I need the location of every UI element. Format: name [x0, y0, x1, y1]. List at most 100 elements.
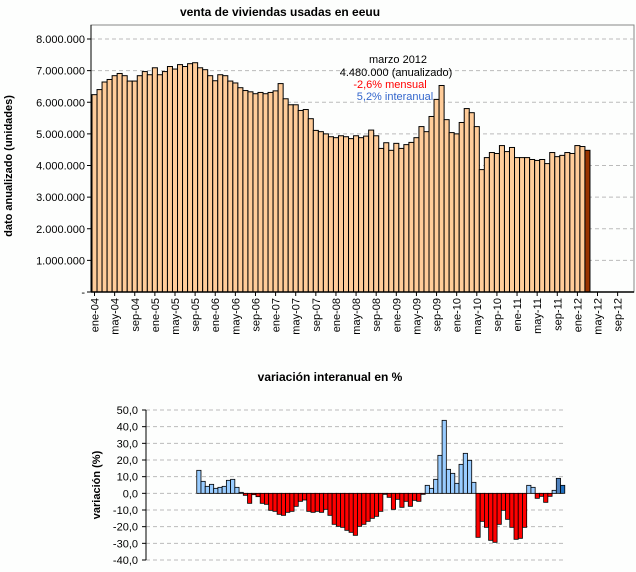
bottom-bar-negative	[475, 492, 481, 538]
top-x-tick-label: sep-09	[432, 298, 444, 332]
top-bar	[393, 142, 400, 293]
top-x-tick-label: sep-05	[190, 298, 202, 332]
top-bar	[383, 142, 390, 293]
annotation-line2: 4.480.000 (anualizado)	[340, 67, 453, 79]
bottom-y-tick-label: 50,0	[117, 405, 138, 417]
bottom-bar-negative	[280, 492, 286, 516]
bottom-bar-negative	[357, 492, 363, 527]
bottom-y-tick-label: 10,0	[117, 472, 138, 484]
bottom-bar-negative	[488, 492, 494, 541]
bottom-bar-negative	[496, 492, 502, 525]
top-bar	[403, 144, 410, 293]
bottom-bar-negative	[386, 492, 392, 498]
bottom-bar-negative	[517, 492, 523, 539]
bottom-bar-negative	[538, 492, 545, 497]
top-bar	[207, 75, 214, 293]
bottom-bar-negative	[547, 492, 553, 497]
top-bar	[262, 93, 269, 293]
top-bar	[413, 137, 420, 293]
bottom-bar-positive	[437, 454, 443, 494]
bottom-bar-negative	[247, 492, 253, 504]
bottom-bar-negative	[268, 492, 274, 511]
top-bar	[332, 137, 339, 293]
bottom-bar-negative	[251, 492, 257, 496]
top-bar	[378, 147, 385, 293]
top-bar	[463, 108, 470, 293]
top-x-tick-label: sep-10	[492, 298, 504, 332]
bottom-bar-negative	[500, 492, 506, 511]
top-bar	[287, 104, 294, 293]
bottom-bar-negative	[302, 492, 308, 501]
top-bar	[282, 98, 289, 293]
top-bar	[96, 89, 103, 293]
top-bar	[242, 90, 249, 293]
bottom-bar-positive	[471, 481, 477, 494]
bottom-bar-positive	[234, 486, 240, 494]
top-x-tick-label: may-09	[411, 298, 423, 335]
bottom-bar-positive	[429, 487, 435, 494]
top-bar	[534, 159, 541, 293]
bottom-gridlines	[146, 409, 565, 561]
top-x-tick-label: ene-11	[512, 298, 524, 331]
bottom-bar-negative	[285, 492, 291, 513]
bottom-bars	[196, 419, 566, 543]
top-x-tick-label: ene-07	[271, 298, 283, 332]
top-bar	[448, 132, 455, 293]
top-bar	[483, 157, 490, 293]
top-bar	[438, 84, 445, 293]
top-chart-title: venta de viviendas usadas en eeuu	[180, 5, 380, 19]
top-bar	[327, 136, 334, 293]
bottom-chart-ylabel: variación (%)	[91, 450, 103, 519]
bottom-bar-negative	[505, 492, 511, 520]
top-bar	[579, 146, 586, 293]
bottom-bar-negative	[382, 492, 388, 495]
top-bar	[187, 63, 194, 293]
top-bar	[478, 169, 485, 293]
top-bar	[91, 94, 98, 293]
bottom-bar-positive	[217, 486, 223, 494]
bottom-bar-negative	[306, 492, 312, 512]
top-bar	[564, 152, 571, 293]
top-x-tick-label: may-11	[532, 298, 544, 334]
bottom-y-tick-label: 20,0	[117, 455, 138, 467]
top-x-tick-label: ene-10	[452, 298, 464, 332]
top-bar	[232, 82, 239, 293]
top-bar	[398, 147, 405, 293]
top-y-tick-label: 2.000.000	[36, 224, 85, 236]
bottom-bar-negative	[314, 492, 320, 512]
bottom-bar-positive	[526, 484, 532, 494]
bottom-bar-negative	[297, 492, 303, 502]
top-x-tick-label: sep-06	[250, 298, 262, 332]
bottom-bar-positive	[467, 459, 473, 494]
top-bar	[343, 136, 350, 293]
top-bar	[312, 129, 319, 293]
bottom-bar-positive	[230, 478, 236, 494]
bottom-bar-negative	[399, 492, 405, 508]
bottom-bar-negative	[242, 492, 248, 496]
top-x-tick-label: may-05	[170, 298, 182, 335]
top-x-tick-label: ene-08	[331, 298, 343, 332]
top-x-tick-label: ene-04	[90, 298, 102, 332]
bottom-bar-positive	[196, 469, 202, 494]
top-x-tick-label: sep-11	[552, 298, 564, 331]
bottom-bar-negative	[340, 492, 346, 528]
bottom-bar-negative	[323, 492, 329, 510]
bottom-bar-negative	[319, 492, 325, 513]
top-bar	[136, 75, 143, 293]
top-bar	[348, 138, 355, 293]
top-y-tick-label: -	[81, 287, 85, 299]
bottom-y-tick-label: 0,0	[123, 488, 138, 500]
top-bar	[574, 145, 581, 293]
bottom-bar-negative	[420, 492, 426, 495]
bottom-bar-positive	[450, 472, 456, 494]
top-bar	[503, 151, 510, 293]
top-bar	[182, 66, 189, 293]
top-bar	[363, 135, 370, 293]
top-x-tick-label: may-10	[472, 298, 484, 335]
bottom-bar-positive	[530, 486, 536, 494]
top-bar	[307, 118, 314, 293]
top-bar	[443, 119, 450, 293]
top-x-tick-label: sep-12	[613, 298, 625, 332]
top-bar	[322, 133, 329, 293]
bottom-bar-negative	[374, 492, 380, 517]
